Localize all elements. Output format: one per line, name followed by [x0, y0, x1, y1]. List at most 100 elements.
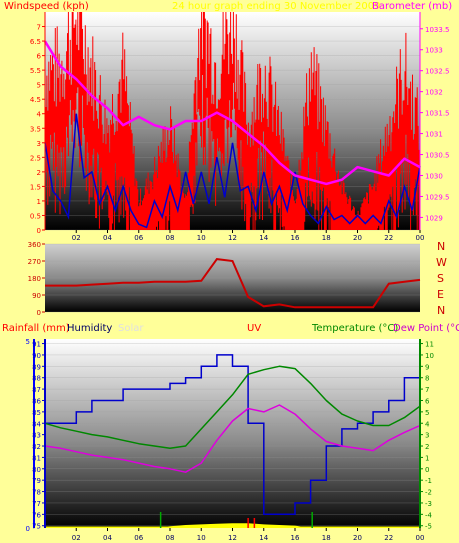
humidity-tick-label: 80 [32, 466, 41, 474]
x-tick-label: 12 [228, 534, 237, 542]
humidity-tick-label: 89 [32, 363, 41, 371]
humidity-tick-label: 76 [32, 511, 41, 519]
graph-title: 24 hour graph ending 30 November 2009 [172, 1, 380, 12]
rain-tick-label: 5 [26, 338, 30, 346]
temperature-axis-title: Temperature (°C) [311, 323, 398, 334]
wind-tick-label: 3 [37, 140, 41, 148]
temperature-tick-label: 0 [425, 466, 429, 474]
wind-direction-series [45, 258, 421, 309]
compass-e: E [437, 288, 444, 301]
plot-series [43, 12, 421, 528]
x-tick-label: 16 [291, 534, 300, 542]
temperature-tick-label: 7 [425, 386, 429, 394]
wind-tick-label: 4 [37, 111, 42, 119]
humidity-tick-label: 82 [32, 443, 41, 451]
x-tick-label: 04 [103, 534, 112, 542]
wind-tick-label: 0.5 [30, 212, 41, 220]
barometer-tick-label: 1030 [425, 173, 443, 181]
temperature-tick-label: 8 [425, 375, 429, 383]
rain-tick-label: 0 [26, 525, 30, 533]
x-tick-label: 00 [416, 234, 425, 242]
x-tick-label: 14 [259, 534, 268, 542]
direction-tick-label: 270 [28, 258, 41, 266]
solar-axis-title: Solar [118, 323, 144, 334]
temperature-tick-label: 1 [425, 454, 429, 462]
wind-tick-label: 1.5 [30, 183, 41, 191]
humidity-tick-label: 77 [32, 500, 41, 508]
x-tick-label: 22 [384, 534, 393, 542]
humidity-tick-label: 91 [32, 341, 41, 349]
direction-tick-label: 90 [32, 292, 41, 300]
temperature-series [44, 365, 421, 450]
temperature-tick-label: 6 [425, 397, 430, 405]
temperature-tick-label: 10 [425, 352, 434, 360]
barometer-tick-label: 1030.5 [425, 152, 450, 160]
humidity-tick-label: 83 [32, 432, 41, 440]
x-tick-label: 12 [228, 234, 237, 242]
barometer-tick-label: 1033.5 [425, 26, 450, 34]
solar-baseline [45, 526, 420, 528]
x-tick-label: 18 [322, 234, 331, 242]
x-tick-label: 02 [72, 234, 81, 242]
barometer-tick-label: 1033 [425, 47, 443, 55]
x-tick-label: 06 [134, 534, 143, 542]
dewpoint-axis-title: Dew Point (°C) [393, 323, 459, 334]
temperature-tick-label: 2 [425, 443, 429, 451]
humidity-tick-label: 78 [32, 489, 41, 497]
wind-tick-label: 5.5 [30, 67, 41, 75]
humidity-series [45, 354, 420, 516]
average-wind-series [44, 113, 421, 229]
temperature-tick-label: -2 [425, 489, 432, 497]
x-tick-label: 00 [416, 534, 425, 542]
rainfall-axis-title: Rainfall (mm) [2, 323, 70, 334]
barometer-series [43, 40, 421, 186]
wind-tick-label: 5 [37, 82, 41, 90]
wind-tick-label: 7 [37, 24, 41, 32]
compass-w: W [436, 256, 447, 269]
temperature-tick-label: -1 [425, 477, 432, 485]
x-tick-label: 08 [166, 234, 175, 242]
x-tick-label: 10 [197, 234, 206, 242]
x-tick-label: 20 [353, 534, 362, 542]
wind-tick-label: 6 [37, 53, 42, 61]
x-tick-label: 18 [322, 534, 331, 542]
direction-tick-label: 180 [28, 275, 41, 283]
uv-axis-title: UV [247, 323, 261, 334]
wind-tick-label: 2.5 [30, 154, 41, 162]
temperature-tick-label: 3 [425, 432, 429, 440]
humidity-tick-label: 86 [32, 397, 41, 405]
x-tick-label: 10 [197, 534, 206, 542]
humidity-tick-label: 90 [32, 352, 41, 360]
humidity-tick-label: 75 [32, 523, 41, 531]
humidity-axis-title: Humidity [67, 323, 112, 334]
x-tick-label: 02 [72, 534, 81, 542]
solar-series [45, 523, 420, 528]
x-tick-label: 06 [134, 234, 143, 242]
humidity-tick-label: 85 [32, 409, 41, 417]
wind-tick-label: 0 [37, 227, 41, 235]
barometer-tick-label: 1031 [425, 131, 443, 139]
temperature-tick-label: -4 [425, 511, 433, 519]
temperature-tick-label: 11 [425, 341, 434, 349]
barometer-tick-label: 1029.5 [425, 193, 450, 201]
humidity-tick-label: 84 [32, 420, 41, 428]
barometer-tick-label: 1032 [425, 89, 443, 97]
barometer-axis-title: Barometer (mb) [372, 1, 452, 12]
wind-tick-label: 1 [37, 198, 41, 206]
humidity-tick-label: 87 [32, 386, 41, 394]
temperature-tick-label: -5 [425, 523, 432, 531]
wind-tick-label: 6.5 [30, 38, 41, 46]
x-tick-label: 04 [103, 234, 112, 242]
x-tick-label: 14 [259, 234, 268, 242]
direction-tick-label: 0 [37, 309, 41, 317]
humidity-tick-label: 79 [32, 477, 41, 485]
temperature-tick-label: -3 [425, 500, 432, 508]
wind-tick-label: 2 [37, 169, 41, 177]
humidity-tick-label: 88 [32, 375, 41, 383]
barometer-tick-label: 1031.5 [425, 110, 450, 118]
x-tick-label: 22 [384, 234, 393, 242]
direction-tick-label: 360 [28, 241, 41, 249]
compass-n-top: N [437, 240, 445, 253]
x-tick-label: 16 [291, 234, 300, 242]
